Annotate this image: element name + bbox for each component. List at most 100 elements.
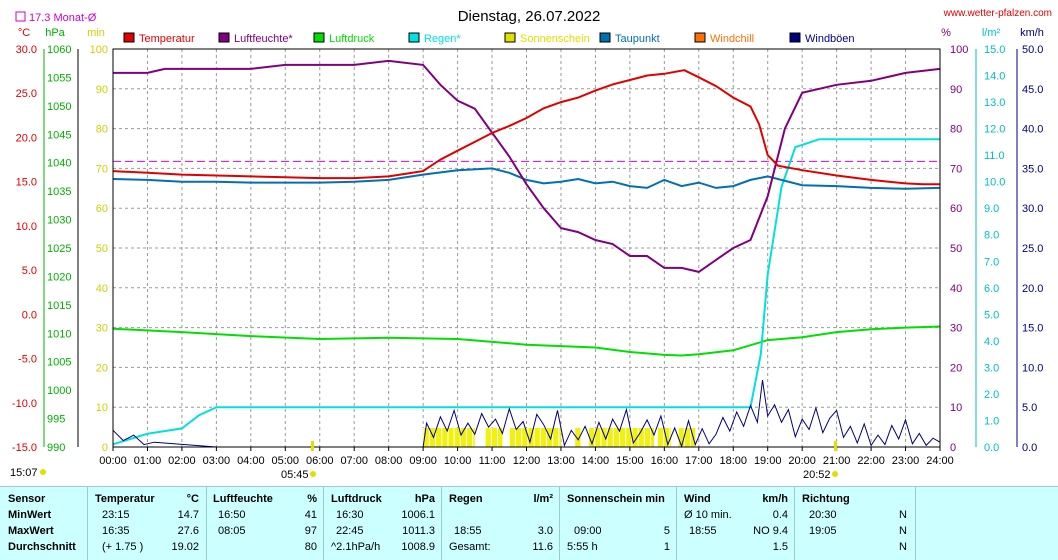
sunshine-bar [509, 428, 561, 447]
wind-tick-label: 5.0 [1022, 402, 1037, 414]
pressure-tick-label: 1025 [47, 243, 71, 255]
unit-sun: min [87, 27, 105, 39]
pressure-tick-label: 1005 [47, 357, 71, 369]
sunshine-bar [574, 428, 582, 447]
rain-tick-label: 7.0 [984, 256, 999, 268]
sun-tick-label: 50 [96, 243, 108, 255]
rain-tick-label: 11.0 [984, 150, 1005, 162]
time-tick-label: 04:00 [237, 455, 265, 467]
time-tick-label: 00:00 [99, 455, 127, 467]
wind-tick-label: 50.0 [1022, 44, 1043, 56]
table-section-temperatur: Temperatur °C 23:15 14.7 16:35 27.6 (+ 1… [87, 487, 206, 560]
rain-tick-label: 3.0 [984, 362, 999, 374]
table-cell: 16:50 [218, 509, 246, 521]
wind-tick-label: 30.0 [1022, 203, 1043, 215]
table-cell: 80 [304, 541, 317, 553]
table-cell: 19.02 [171, 541, 199, 553]
sun-tick-label: 90 [96, 84, 108, 96]
legend-swatch [218, 32, 230, 43]
sun-tick-label: 80 [96, 124, 108, 136]
table-cell: 18:55 [454, 525, 482, 537]
chart-title: Dienstag, 26.07.2022 [458, 8, 601, 25]
table-cell: 1011.3 [402, 525, 435, 537]
rain-tick-label: 8.0 [984, 230, 999, 242]
temp-tick-label: -10.0 [12, 398, 37, 410]
table-header: Richtung [802, 493, 850, 505]
table-cell: 1.5 [772, 541, 788, 553]
sunshine-bar [485, 428, 503, 447]
series-luftdruck [112, 325, 941, 357]
table-row-label: MinWert [8, 509, 52, 521]
table-cell: 5:55 h [567, 541, 598, 553]
table-cell: 41 [304, 509, 317, 521]
table-cell: Ø 10 min. [684, 509, 732, 521]
rain-tick-label: 4.0 [984, 336, 999, 348]
table-section-wind: Wind km/h Ø 10 min. 0.4 18:55 NO 9.4 1.5 [676, 487, 794, 560]
temp-tick-label: -5.0 [18, 354, 37, 366]
temp-tick-label: -15.0 [12, 442, 37, 454]
time-axis: 00:00 01:00 02:00 03:00 04:00 05:00 06:00 07:00… [99, 447, 954, 467]
wind-tick-label: 45.0 [1022, 84, 1043, 96]
table-section-sonnenschein: Sonnenschein min 09:00 5 5:55 h 1 [559, 487, 676, 560]
time-tick-label: 02:00 [168, 455, 196, 467]
wind-tick-label: 15.0 [1022, 323, 1043, 335]
monthly-avg-swatch [15, 11, 26, 22]
time-tick-label: 03:00 [203, 455, 231, 467]
table-cell: 5 [663, 525, 670, 537]
table-cell: 08:05 [218, 525, 246, 537]
table-section-luftfeuchte: Luftfeuchte % 16:50 41 08:05 97 80 [206, 487, 323, 560]
table-row-label: Durchschnitt [8, 541, 76, 553]
legend-label: Luftdruck [329, 33, 375, 45]
rain-tick-label: 12.0 [984, 124, 1005, 136]
unit-rain: l/m² [982, 27, 1001, 39]
left-axes: 30.0 25.0 20.0 15.0 10.0 5.0 0.0 -5.0 -10.0 -15.0… [12, 44, 108, 454]
series-taupunkt [112, 167, 941, 190]
table-cell: 16:30 [336, 509, 364, 521]
rain-tick-label: 13.0 [984, 97, 1005, 109]
sunset-time: 20:52 [803, 469, 831, 481]
table-header-unit: l/m² [533, 493, 553, 505]
time-tick-label: 08:00 [375, 455, 403, 467]
time-tick-label: 14:00 [582, 455, 610, 467]
sun-tick-label: 60 [96, 203, 108, 215]
time-tick-label: 22:00 [857, 455, 885, 467]
table-cell: 20:30 [809, 509, 837, 521]
legend-swatch [694, 32, 706, 43]
sun-tick-label: 30 [96, 323, 108, 335]
table-section-regen: Regen l/m² 18:55 3.0 Gesamt: 11.6 [441, 487, 559, 560]
table-cell: Gesamt: [449, 541, 491, 553]
table-cell: NO 9.4 [753, 525, 788, 537]
rain-tick-label: 9.0 [984, 203, 999, 215]
time-tick-label: 17:00 [685, 455, 713, 467]
legend-swatch [408, 32, 420, 43]
unit-pressure: hPa [45, 27, 65, 39]
table-cell: 19:05 [809, 525, 837, 537]
time-tick-label: 07:00 [340, 455, 368, 467]
table-header-unit: % [307, 493, 317, 505]
rain-tick-label: 2.0 [984, 389, 999, 401]
percent-tick-label: 40 [950, 283, 962, 295]
table-cell: 1008.9 [401, 541, 435, 553]
sunrise-tick [311, 441, 314, 451]
table-cell: 27.6 [177, 525, 199, 537]
percent-tick-label: 100 [950, 44, 968, 56]
time-tick-label: 16:00 [651, 455, 679, 467]
table-cell: 14.7 [177, 509, 199, 521]
percent-tick-label: 50 [950, 243, 962, 255]
rain-tick-label: 0.0 [984, 442, 999, 454]
site-url[interactable]: www.wetter-pfalzen.com [943, 8, 1052, 19]
table-cell: 18:55 [689, 525, 717, 537]
weather-chart: 30.0 25.0 20.0 15.0 10.0 5.0 0.0 -5.0 -10.0 -15.0… [10, 8, 1052, 481]
rain-tick-label: 15.0 [984, 44, 1005, 56]
time-tick-label: 19:00 [754, 455, 782, 467]
legend-label: Regen* [424, 33, 461, 45]
sun-tick-label: 70 [96, 163, 108, 175]
time-tick-label: 11:00 [479, 455, 506, 467]
time-tick-label: 12:00 [513, 455, 541, 467]
pressure-tick-label: 1020 [47, 271, 71, 283]
table-cell: 09:00 [574, 525, 602, 537]
table-header: Sensor [8, 493, 46, 505]
sunset-icon [832, 471, 838, 477]
sunshine-bar [588, 428, 654, 447]
table-cell: N [899, 509, 907, 521]
